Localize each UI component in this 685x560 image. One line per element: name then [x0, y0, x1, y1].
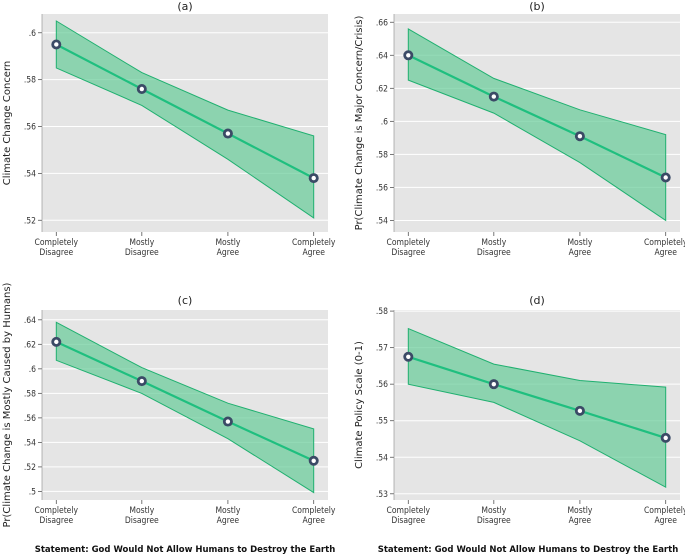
y-tick-label: .55: [376, 417, 388, 427]
x-axis-caption: Statement: God Would Not Allow Humans to…: [35, 545, 336, 555]
panel-title: (a): [177, 0, 192, 13]
data-point-center: [406, 53, 411, 58]
x-tick-label: Disagree: [391, 248, 425, 258]
data-point-center: [311, 458, 316, 463]
panel-c: .5.52.54.56.58.6.62.64CompletelyDisagree…: [2, 282, 336, 527]
x-tick-label: Disagree: [125, 248, 159, 258]
y-tick-label: .54: [376, 453, 388, 463]
y-tick-label: .58: [24, 76, 36, 86]
y-tick-label: .56: [24, 123, 36, 133]
data-point-center: [663, 175, 668, 180]
x-tick-label: Agree: [302, 248, 325, 258]
data-point-center: [311, 175, 316, 181]
x-tick-label: Completely: [387, 238, 431, 248]
x-tick-label: Mostly: [215, 506, 240, 516]
series-line: [55, 43, 315, 180]
x-tick-label: Agree: [569, 516, 592, 526]
y-tick-label: .58: [376, 307, 388, 317]
x-tick-label: Disagree: [477, 516, 511, 526]
y-tick-label: .66: [376, 18, 388, 28]
x-tick-label: Completely: [387, 506, 431, 516]
y-tick-label: .54: [376, 216, 388, 226]
data-point-center: [663, 435, 668, 441]
series-line: [55, 340, 315, 462]
x-tick-label: Completely: [292, 238, 336, 248]
x-tick-label: Completely: [292, 506, 336, 516]
data-point-center: [577, 134, 583, 139]
y-axis-label: Climate Policy Scale (0-1): [354, 341, 365, 469]
series-line: [407, 54, 667, 179]
data-point-center: [577, 408, 583, 414]
y-tick-label: .64: [376, 51, 388, 61]
x-tick-label: Agree: [654, 248, 677, 258]
y-tick-label: .52: [24, 216, 36, 226]
y-tick-label: .54: [24, 438, 36, 448]
x-axis-caption: Statement: God Would Not Allow Humans to…: [378, 545, 679, 555]
data-point-center: [54, 339, 59, 345]
y-axis-label: Pr(Climate Change is Mostly Caused by Hu…: [2, 282, 13, 527]
x-tick-label: Agree: [569, 248, 592, 258]
x-tick-label: Mostly: [567, 506, 592, 516]
panel-title: (b): [529, 0, 545, 13]
x-tick-label: Disagree: [477, 248, 511, 258]
panel-title: (d): [529, 294, 545, 307]
x-tick-label: Disagree: [391, 516, 425, 526]
data-point-center: [139, 86, 145, 92]
y-tick-label: .56: [24, 414, 36, 424]
data-point-center: [139, 378, 145, 384]
x-tick-label: Completely: [35, 506, 79, 516]
x-tick-label: Completely: [644, 506, 685, 516]
y-tick-label: .56: [376, 380, 388, 390]
confidence-band: [407, 327, 667, 489]
confidence-band: [55, 321, 315, 494]
data-point-center: [225, 131, 231, 136]
x-tick-label: Mostly: [481, 238, 506, 248]
y-tick-label: .62: [376, 84, 388, 94]
y-tick-label: .6: [381, 117, 388, 127]
data-point-center: [225, 419, 231, 424]
x-tick-label: Mostly: [129, 238, 154, 248]
y-tick-label: .62: [24, 340, 36, 350]
data-point-center: [54, 42, 59, 47]
confidence-band: [407, 28, 667, 222]
panel-d: .53.54.55.56.57.58CompletelyDisagreeMost…: [354, 294, 685, 526]
y-axis-label: Climate Change Concern: [2, 61, 13, 186]
x-tick-label: Completely: [644, 238, 685, 248]
y-tick-label: .57: [376, 344, 388, 354]
y-tick-label: .58: [376, 150, 388, 160]
y-tick-label: .58: [24, 389, 36, 399]
y-tick-label: .5: [29, 487, 36, 497]
y-tick-label: .6: [29, 29, 36, 39]
data-point-center: [406, 354, 411, 359]
panel-title: (c): [178, 294, 193, 307]
x-tick-label: Mostly: [215, 238, 240, 248]
confidence-band: [55, 20, 315, 219]
panel-b: .54.56.58.6.62.64.66CompletelyDisagreeMo…: [354, 0, 685, 258]
x-tick-label: Agree: [217, 516, 240, 526]
x-tick-label: Agree: [302, 516, 325, 526]
y-tick-label: .52: [24, 463, 36, 473]
x-tick-label: Mostly: [129, 506, 154, 516]
x-tick-label: Disagree: [39, 516, 73, 526]
x-tick-label: Disagree: [125, 516, 159, 526]
x-tick-label: Mostly: [567, 238, 592, 248]
y-axis-label: Pr(Climate Change is Major Concern/Crisi…: [354, 16, 365, 231]
y-tick-label: .56: [376, 183, 388, 193]
data-point-center: [491, 94, 497, 99]
x-tick-label: Mostly: [481, 506, 506, 516]
panel-a: .52.54.56.58.6CompletelyDisagreeMostlyDi…: [2, 0, 336, 258]
x-tick-label: Agree: [217, 248, 240, 258]
y-tick-label: .54: [24, 169, 36, 179]
y-tick-label: .53: [376, 490, 388, 500]
x-tick-label: Disagree: [39, 248, 73, 258]
x-tick-label: Agree: [654, 516, 677, 526]
y-tick-label: .64: [24, 316, 36, 326]
y-tick-label: .6: [29, 365, 36, 375]
data-point-center: [491, 381, 497, 387]
x-tick-label: Completely: [35, 238, 79, 248]
series-line: [407, 355, 667, 439]
